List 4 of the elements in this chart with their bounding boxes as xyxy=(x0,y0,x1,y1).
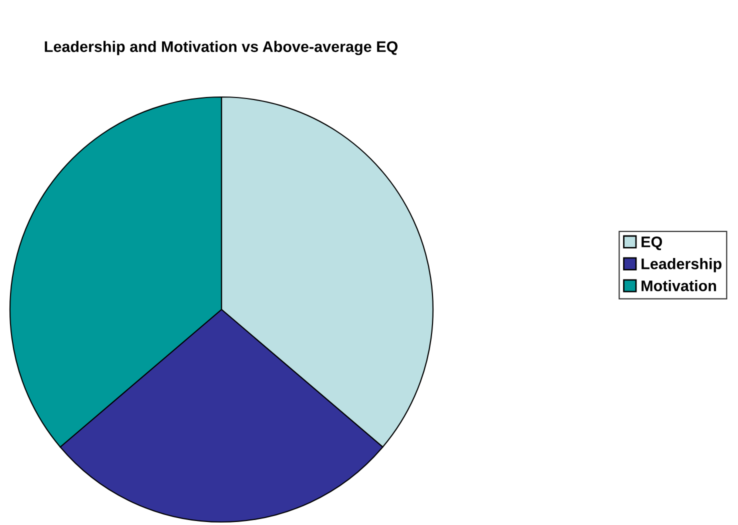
chart-title: Leadership and Motivation vs Above-average EQ xyxy=(44,40,398,56)
legend-label: Leadership xyxy=(642,258,722,272)
legend-label: Motivation xyxy=(642,280,716,292)
legend-label: EQ xyxy=(642,236,662,250)
